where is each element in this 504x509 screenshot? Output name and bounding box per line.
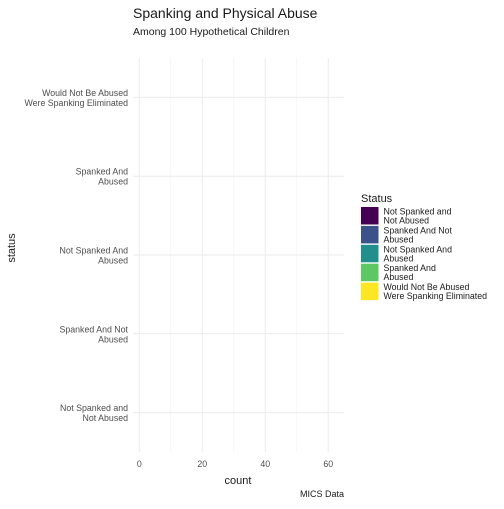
y-tick-label: Spanked And Abused: [76, 167, 128, 187]
x-axis-label: count: [225, 475, 252, 487]
legend-label: Not Spanked And Abused: [384, 244, 453, 263]
x-tick-label: 20: [197, 459, 207, 469]
y-tick-labels: Would Not Be Abused Were Spanking Elimina…: [24, 88, 128, 423]
chart-title: Spanking and Physical Abuse: [133, 5, 318, 21]
grid: [133, 58, 344, 452]
x-tick-labels: 0 20 40 60: [137, 459, 333, 469]
x-tick-label: 0: [137, 459, 142, 469]
legend: Status Not Spanked and Not AbusedSpanked …: [361, 193, 487, 301]
y-tick-label: Spanked And Not Abused: [60, 324, 129, 344]
legend-label: Spanked And Not Abused: [384, 225, 453, 244]
y-tick-label: Would Not Be Abused Were Spanking Elimina…: [24, 88, 128, 108]
legend-title: Status: [361, 193, 393, 205]
chart-caption: MICS Data: [300, 489, 344, 499]
legend-swatch: [361, 263, 379, 282]
y-tick-label: Not Spanked And Abused: [60, 246, 129, 266]
legend-label: Would Not Be Abused Were Spanking Elimina…: [384, 282, 488, 301]
legend-swatch: [361, 225, 379, 244]
legend-swatch: [361, 207, 379, 225]
y-tick-label: Not Spanked and Not Abused: [60, 403, 128, 423]
legend-label: Not Spanked and Not Abused: [384, 207, 452, 226]
legend-swatch: [361, 244, 379, 263]
chart-subtitle: Among 100 Hypothetical Children: [133, 26, 290, 38]
y-axis-label: status: [6, 233, 18, 263]
x-tick-label: 60: [323, 459, 333, 469]
legend-label: Spanked And Abused: [384, 263, 436, 282]
x-tick-label: 40: [260, 459, 270, 469]
legend-swatch: [361, 282, 379, 301]
